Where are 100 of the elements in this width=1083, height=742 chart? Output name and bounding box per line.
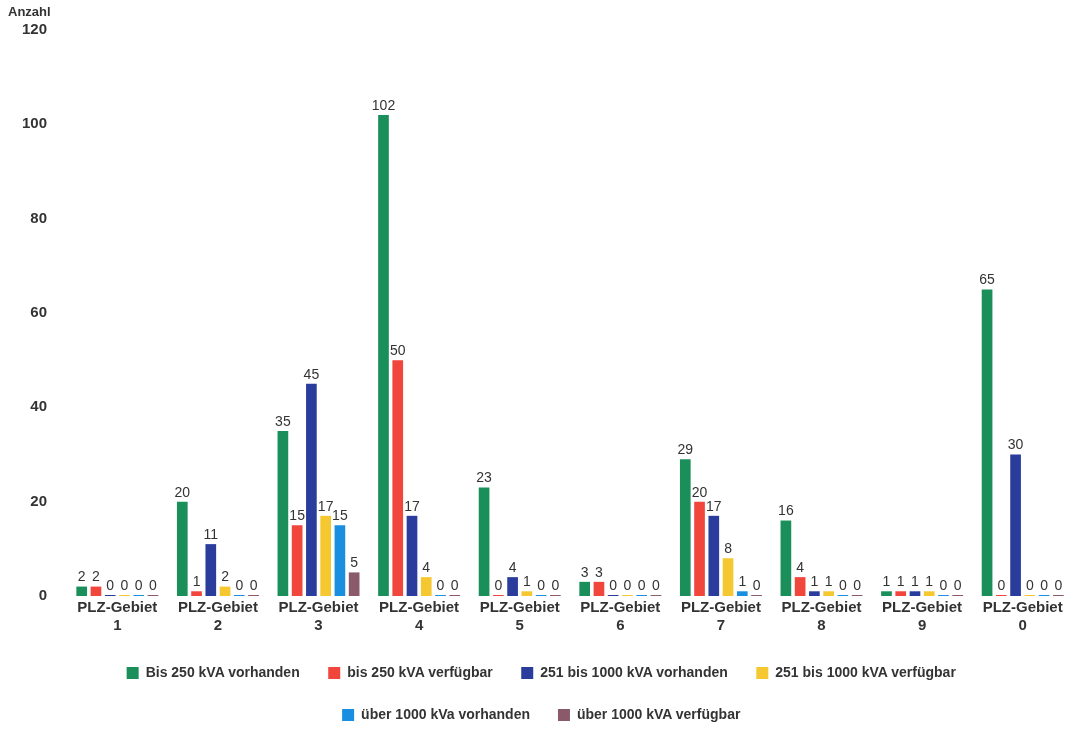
data-label: 15	[289, 507, 306, 524]
data-label: 0	[537, 576, 546, 593]
data-label: 17	[317, 497, 334, 514]
x-tick-label: PLZ-Gebiet 5	[479, 598, 560, 634]
data-label: 17	[705, 497, 722, 514]
bar	[708, 515, 720, 596]
data-label: 0	[106, 576, 115, 593]
bar	[1010, 454, 1021, 596]
data-label: 15	[332, 507, 348, 524]
data-label: 2	[77, 568, 86, 585]
data-label: 0	[953, 576, 962, 593]
data-label: 0	[235, 576, 244, 593]
data-label: 0	[609, 576, 618, 593]
data-label: 0	[551, 576, 560, 593]
y-tick-label: 120	[22, 20, 48, 38]
data-label: 0	[997, 576, 1006, 593]
data-label: 29	[677, 441, 694, 458]
data-label: 30	[1007, 436, 1024, 453]
data-label: 65	[979, 271, 996, 288]
data-label: 1	[925, 573, 934, 590]
bar	[736, 591, 748, 596]
bar	[277, 430, 289, 596]
data-label: 1	[896, 573, 905, 590]
legend-label: 251 bis 1000 kVA vorhanden	[540, 663, 728, 680]
bar	[593, 581, 605, 596]
x-tick-label: PLZ-Gebiet 2	[177, 598, 258, 634]
data-label: 45	[303, 365, 320, 382]
legend-label: über 1000 kVa vorhanden	[361, 705, 530, 722]
y-axis-title: Anzahl	[8, 4, 51, 20]
data-label: 0	[149, 576, 158, 593]
data-label: 5	[350, 554, 359, 571]
bar	[334, 525, 346, 596]
data-label: 0	[134, 576, 143, 593]
x-tick-label: PLZ-Gebiet 4	[379, 598, 460, 634]
data-label: 0	[853, 576, 862, 593]
data-label: 50	[389, 342, 406, 359]
bar	[406, 515, 418, 596]
data-label: 0	[249, 576, 258, 593]
bar	[694, 501, 705, 596]
data-label: 20	[691, 483, 708, 500]
data-label: 16	[778, 502, 794, 519]
data-label: 2	[221, 568, 230, 585]
bar	[679, 459, 691, 596]
bar	[291, 525, 303, 596]
data-label: 0	[436, 576, 445, 593]
bar	[981, 289, 993, 596]
data-label: 1	[192, 573, 201, 590]
data-label: 0	[838, 576, 847, 593]
y-tick-label: 40	[30, 397, 48, 415]
legend-label: Bis 250 kVA vorhanden	[145, 663, 300, 680]
x-tick-label: PLZ-Gebiet 8	[781, 598, 862, 634]
data-label: 1	[824, 573, 833, 590]
data-label: 11	[203, 525, 219, 542]
bar	[378, 114, 389, 596]
data-label: 1	[738, 573, 747, 590]
data-label: 0	[939, 576, 948, 593]
data-label: 8	[724, 540, 733, 557]
x-tick-label: PLZ-Gebiet 3	[278, 598, 359, 634]
data-label: 3	[580, 563, 589, 580]
bar	[780, 520, 792, 596]
x-tick-label: PLZ-Gebiet 6	[580, 598, 661, 634]
legend-label: über 1000 kVA verfügbar	[576, 705, 741, 722]
data-label: 102	[371, 96, 396, 113]
bar	[76, 586, 88, 596]
legend-label: bis 250 kVA verfügbar	[347, 663, 494, 680]
data-label: 1	[882, 573, 891, 590]
bar	[392, 360, 404, 596]
bar	[191, 591, 202, 596]
x-tick-label: PLZ-Gebiet 9	[882, 598, 963, 634]
bar	[521, 591, 533, 596]
y-tick-label: 100	[22, 114, 48, 132]
data-label: 1	[911, 573, 920, 590]
bar	[348, 572, 360, 596]
data-label: 17	[404, 497, 420, 514]
bar	[579, 581, 591, 596]
data-label: 0	[652, 576, 661, 593]
bar	[823, 591, 834, 596]
bar	[420, 577, 432, 596]
data-label: 0	[637, 576, 646, 593]
data-label: 4	[796, 558, 805, 575]
bar	[909, 591, 921, 596]
data-label: 35	[275, 412, 291, 429]
bar	[507, 577, 518, 596]
data-label: 4	[508, 558, 517, 575]
x-tick-label: PLZ-Gebiet 0	[982, 598, 1063, 634]
data-label: 2	[92, 568, 101, 585]
bar	[923, 591, 935, 596]
data-label: 20	[174, 483, 191, 500]
y-tick-label: 80	[30, 208, 48, 226]
legend-label: 251 bis 1000 kVA verfügbar	[775, 663, 957, 680]
bar	[809, 591, 820, 596]
bar	[722, 558, 734, 596]
bar	[176, 501, 188, 596]
bar	[478, 487, 490, 596]
y-tick-label: 20	[30, 491, 48, 509]
data-label: 0	[120, 576, 129, 593]
data-label: 23	[476, 469, 493, 486]
x-tick-label: PLZ-Gebiet 1	[77, 598, 158, 634]
data-label: 1	[810, 573, 819, 590]
y-tick-label: 60	[30, 303, 48, 321]
